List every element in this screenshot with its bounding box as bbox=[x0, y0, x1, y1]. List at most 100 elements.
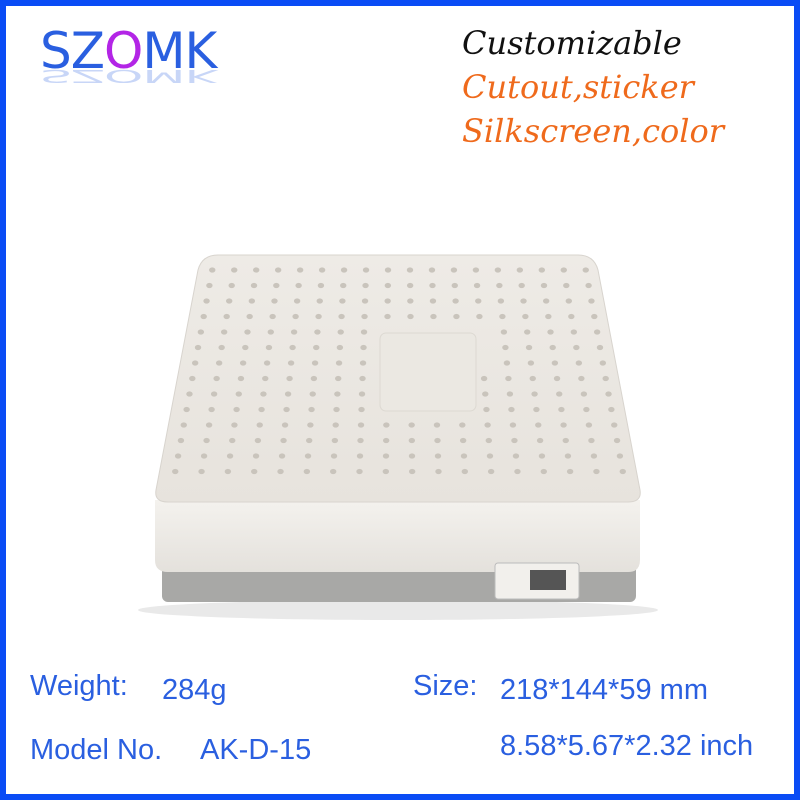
vent-hole bbox=[281, 422, 289, 428]
vent-hole bbox=[177, 437, 185, 444]
vent-hole bbox=[225, 298, 233, 304]
vent-hole bbox=[180, 422, 187, 428]
vent-hole bbox=[593, 468, 600, 475]
vent-hole bbox=[460, 453, 468, 459]
vent-hole bbox=[525, 344, 533, 351]
vent-hole bbox=[308, 406, 315, 413]
vent-hole bbox=[317, 282, 325, 289]
vent-hole bbox=[362, 267, 370, 273]
vent-hole bbox=[562, 437, 569, 444]
vent-hole bbox=[287, 360, 295, 366]
vent-hole bbox=[307, 422, 314, 428]
vent-hole bbox=[487, 468, 495, 475]
vent-hole bbox=[483, 406, 490, 413]
vent-hole bbox=[210, 391, 218, 397]
vent-hole bbox=[209, 267, 216, 273]
vent-hole bbox=[313, 344, 320, 351]
vent-hole bbox=[338, 313, 345, 320]
vent-hole bbox=[580, 391, 588, 397]
vent-hole bbox=[360, 344, 367, 351]
vent-hole bbox=[509, 422, 517, 428]
vent-hole bbox=[582, 267, 589, 273]
vent-hole bbox=[591, 313, 598, 320]
vent-hole bbox=[311, 360, 319, 366]
vent-hole bbox=[186, 391, 193, 397]
vent-hole bbox=[191, 360, 199, 366]
vent-hole bbox=[486, 453, 494, 459]
vent-hole bbox=[596, 344, 604, 351]
vent-hole bbox=[506, 391, 514, 397]
vent-hole bbox=[263, 360, 271, 366]
vent-hole bbox=[480, 375, 488, 382]
vent-hole bbox=[407, 313, 414, 320]
vent-hole bbox=[475, 298, 482, 304]
vent-hole bbox=[435, 468, 442, 475]
vent-hole bbox=[292, 313, 299, 320]
vent-hole bbox=[384, 282, 392, 289]
vent-hole bbox=[205, 422, 213, 428]
vent-hole bbox=[337, 329, 344, 335]
vent-hole bbox=[333, 406, 340, 413]
size-mm: 218*144*59 mm bbox=[500, 674, 708, 706]
vent-hole bbox=[334, 391, 341, 397]
vent-hole bbox=[384, 267, 392, 273]
vent-hole bbox=[208, 406, 215, 413]
vent-hole bbox=[233, 406, 240, 413]
vent-hole bbox=[384, 298, 391, 304]
vent-hole bbox=[296, 267, 304, 273]
vent-hole bbox=[382, 453, 390, 459]
vent-hole bbox=[309, 391, 316, 397]
vent-hole bbox=[485, 437, 492, 444]
vent-hole bbox=[339, 298, 346, 304]
vent-hole bbox=[250, 282, 258, 289]
vent-hole bbox=[218, 344, 225, 351]
vent-hole bbox=[336, 344, 344, 351]
vent-hole bbox=[520, 298, 527, 304]
vent-hole bbox=[203, 298, 210, 304]
vent-hole bbox=[277, 468, 284, 475]
vent-hole bbox=[316, 298, 323, 304]
vent-hole bbox=[194, 344, 202, 351]
vent-hole bbox=[547, 329, 554, 335]
vent-hole bbox=[283, 406, 290, 413]
vent-hole bbox=[213, 375, 220, 382]
vent-hole bbox=[335, 360, 343, 366]
vent-hole bbox=[358, 406, 365, 413]
vent-hole bbox=[588, 298, 595, 304]
vent-hole bbox=[461, 468, 469, 475]
vent-hole bbox=[224, 468, 232, 475]
vent-hole bbox=[183, 406, 190, 413]
vent-hole bbox=[518, 282, 525, 289]
vent-hole bbox=[527, 360, 535, 366]
vent-hole bbox=[497, 298, 505, 304]
port-opening bbox=[530, 570, 566, 590]
vent-hole bbox=[535, 422, 542, 428]
vent-hole bbox=[500, 329, 508, 335]
vent-hole bbox=[611, 422, 618, 428]
vent-hole bbox=[408, 422, 415, 428]
vent-hole bbox=[289, 344, 296, 351]
vent-hole bbox=[239, 360, 247, 366]
vent-hole bbox=[318, 267, 326, 273]
tagline-silkscreen: Silkscreen,color bbox=[462, 112, 725, 150]
vent-hole bbox=[549, 344, 556, 351]
vent-hole bbox=[542, 298, 550, 304]
vent-hole bbox=[505, 375, 512, 382]
vent-hole bbox=[430, 313, 437, 320]
vent-hole bbox=[407, 298, 414, 304]
vent-hole bbox=[290, 329, 298, 335]
vent-hole bbox=[538, 267, 546, 273]
vent-hole bbox=[293, 298, 301, 304]
vent-hole bbox=[278, 453, 286, 459]
vent-hole bbox=[575, 360, 583, 366]
vent-hole bbox=[271, 298, 278, 304]
vent-hole bbox=[331, 437, 339, 444]
vent-hole bbox=[512, 453, 520, 459]
tagline-cutout: Cutout,sticker bbox=[462, 68, 694, 106]
front-face bbox=[155, 500, 640, 572]
vent-hole bbox=[516, 267, 524, 273]
vent-hole bbox=[315, 313, 322, 320]
vent-hole bbox=[568, 313, 575, 320]
vent-hole bbox=[215, 360, 223, 366]
